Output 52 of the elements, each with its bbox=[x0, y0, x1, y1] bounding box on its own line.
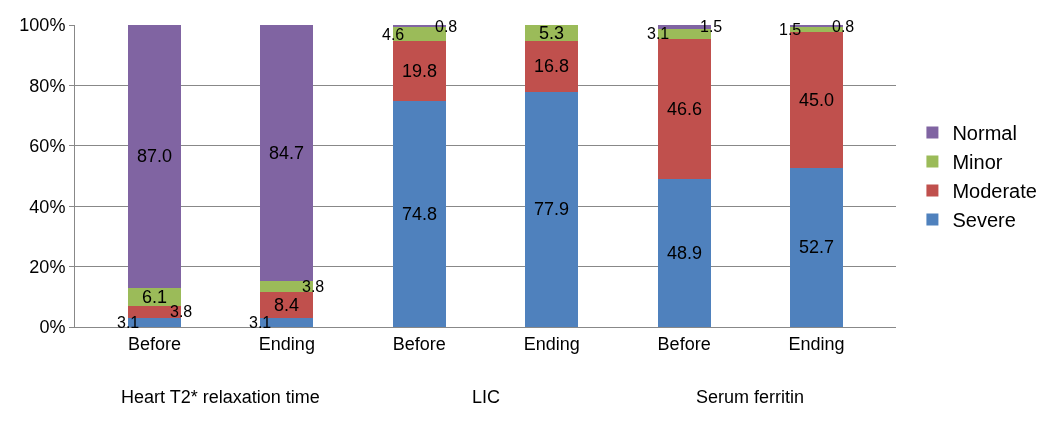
legend-label: Severe bbox=[952, 209, 1016, 232]
legend-label: Moderate bbox=[952, 180, 1037, 203]
bar bbox=[525, 91, 579, 327]
x-tick-label: Before bbox=[127, 333, 181, 354]
data-label: 19.8 bbox=[402, 61, 438, 81]
bar bbox=[392, 101, 446, 327]
y-tick-label: 80% bbox=[29, 75, 66, 96]
data-label: 48.9 bbox=[667, 243, 703, 263]
y-tick-label: 100% bbox=[19, 15, 66, 36]
data-label: 1.5 bbox=[700, 18, 723, 35]
bar bbox=[392, 41, 446, 102]
data-label: 5.3 bbox=[539, 23, 565, 43]
x-tick-label: Before bbox=[657, 333, 711, 354]
data-label: 77.9 bbox=[534, 199, 570, 219]
y-tick-label: 20% bbox=[29, 256, 66, 277]
data-label: 0.8 bbox=[435, 18, 458, 35]
data-label: 46.6 bbox=[667, 99, 703, 119]
y-tick-label: 0% bbox=[39, 317, 66, 338]
data-label: 3.1 bbox=[249, 314, 272, 331]
bar bbox=[657, 38, 711, 180]
y-tick-label: 60% bbox=[29, 136, 66, 157]
x-tick-label: Ending bbox=[788, 333, 845, 354]
y-tick-label: 40% bbox=[29, 196, 66, 217]
bar bbox=[790, 167, 844, 327]
data-label: 45.0 bbox=[799, 90, 835, 110]
legend-label: Minor bbox=[952, 151, 1003, 174]
bar bbox=[657, 179, 711, 327]
data-label: 52.7 bbox=[799, 237, 835, 257]
x-tick-label: Ending bbox=[258, 333, 315, 354]
x-tick-label: Before bbox=[392, 333, 446, 354]
data-label: 3.8 bbox=[302, 278, 325, 295]
data-label: 1.5 bbox=[779, 21, 802, 38]
legend-label: Normal bbox=[952, 122, 1017, 145]
data-label: 3.1 bbox=[117, 314, 140, 331]
data-label: 84.7 bbox=[269, 143, 305, 163]
data-label: 8.4 bbox=[274, 295, 300, 315]
text: Heart T2* relaxation time bbox=[121, 387, 320, 407]
data-label: 3.1 bbox=[647, 25, 670, 42]
data-label: 16.8 bbox=[534, 56, 570, 76]
data-label: 74.8 bbox=[402, 204, 438, 224]
data-label: 87.0 bbox=[137, 146, 173, 166]
bar bbox=[127, 25, 181, 288]
text: Serum ferritin bbox=[696, 387, 805, 407]
data-label: 0.8 bbox=[832, 18, 855, 35]
bar bbox=[260, 292, 314, 318]
x-tick-label: Ending bbox=[523, 333, 580, 354]
text: LIC bbox=[472, 387, 501, 407]
bar bbox=[525, 41, 579, 92]
data-label: 4.6 bbox=[382, 26, 405, 43]
data-label: 6.1 bbox=[142, 287, 168, 307]
bar bbox=[260, 25, 314, 281]
data-label: 3.8 bbox=[170, 303, 193, 320]
